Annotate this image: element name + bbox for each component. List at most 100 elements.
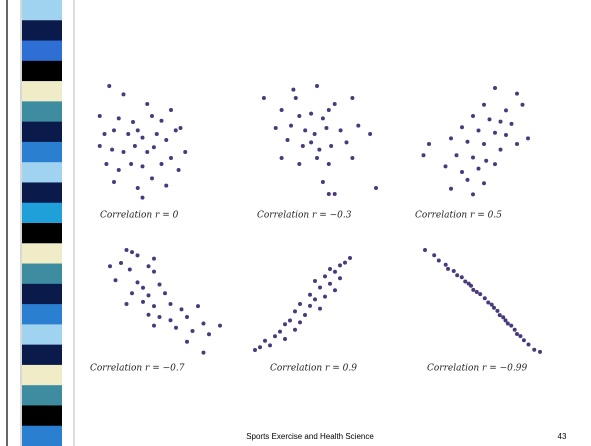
point [207, 332, 211, 336]
point [262, 96, 266, 100]
point [510, 122, 514, 126]
point [350, 96, 354, 100]
point [141, 164, 145, 168]
point [368, 132, 372, 136]
point [318, 285, 322, 289]
point [147, 313, 151, 317]
point [475, 290, 479, 294]
point [163, 291, 167, 295]
point [482, 181, 486, 185]
point [455, 153, 459, 157]
point [283, 337, 287, 341]
stripe-block [22, 284, 62, 305]
point [185, 340, 189, 344]
point [538, 350, 542, 354]
stripe-block [22, 122, 62, 143]
point [321, 116, 325, 120]
stripe-block [22, 365, 62, 386]
caption: Correlation r = −0.99 [427, 364, 527, 374]
point [345, 140, 349, 144]
point [141, 286, 145, 290]
point [107, 84, 111, 88]
point [253, 348, 257, 352]
point [471, 155, 475, 159]
point [493, 131, 497, 135]
slide: Sports Exercise and Health Science 43 Co… [0, 0, 591, 446]
point [160, 162, 164, 166]
point [515, 332, 519, 336]
point [437, 259, 441, 263]
caption: Correlation r = 0.5 [415, 211, 502, 221]
point [309, 112, 313, 116]
point [492, 306, 496, 310]
stripe-block [22, 223, 62, 244]
point [333, 270, 337, 274]
point [122, 150, 126, 154]
point [509, 324, 513, 328]
point [104, 162, 108, 166]
point [477, 167, 481, 171]
point [327, 162, 331, 166]
point [103, 132, 107, 136]
point [158, 283, 162, 287]
stripe-block [22, 426, 62, 446]
point [317, 148, 321, 152]
point [297, 114, 301, 118]
point [321, 180, 325, 184]
point [477, 129, 481, 133]
point [315, 84, 319, 88]
stripe-block [22, 162, 62, 183]
point [152, 270, 156, 274]
point [117, 116, 121, 120]
point [446, 267, 450, 271]
point [119, 261, 123, 265]
point [289, 124, 293, 128]
point [482, 142, 486, 146]
caption: Correlation r = 0.9 [270, 364, 357, 374]
point [174, 326, 178, 330]
point [174, 128, 178, 132]
point [460, 275, 464, 279]
stripe-block [22, 324, 62, 345]
point [164, 184, 168, 188]
point [293, 328, 297, 332]
point [274, 126, 278, 130]
point [136, 280, 140, 284]
point [495, 309, 499, 313]
point [136, 253, 140, 257]
point [298, 320, 302, 324]
point [150, 176, 154, 180]
point [180, 307, 184, 311]
point [444, 263, 448, 267]
point [196, 304, 200, 308]
point [164, 138, 168, 142]
point [288, 319, 292, 323]
point [504, 108, 508, 112]
stripe-block [22, 243, 62, 264]
point [506, 322, 510, 326]
point [301, 144, 305, 148]
point [130, 291, 134, 295]
point [136, 186, 140, 190]
point [423, 248, 427, 252]
caption: Correlation r = −0.3 [257, 211, 352, 221]
point [147, 264, 151, 268]
point [131, 120, 135, 124]
point [263, 339, 267, 343]
stripe-block [22, 264, 62, 285]
point [150, 114, 154, 118]
point [486, 301, 490, 305]
point [460, 125, 464, 129]
point [515, 142, 519, 146]
point [471, 114, 475, 118]
stripe-block [22, 61, 62, 82]
point [350, 156, 354, 160]
point [444, 164, 448, 168]
point [155, 132, 159, 136]
stripe-block [22, 203, 62, 224]
point [452, 269, 456, 273]
point [333, 288, 337, 292]
caption: Correlation r = 0 [100, 211, 179, 221]
point [432, 253, 436, 257]
stripe-block [22, 0, 62, 21]
